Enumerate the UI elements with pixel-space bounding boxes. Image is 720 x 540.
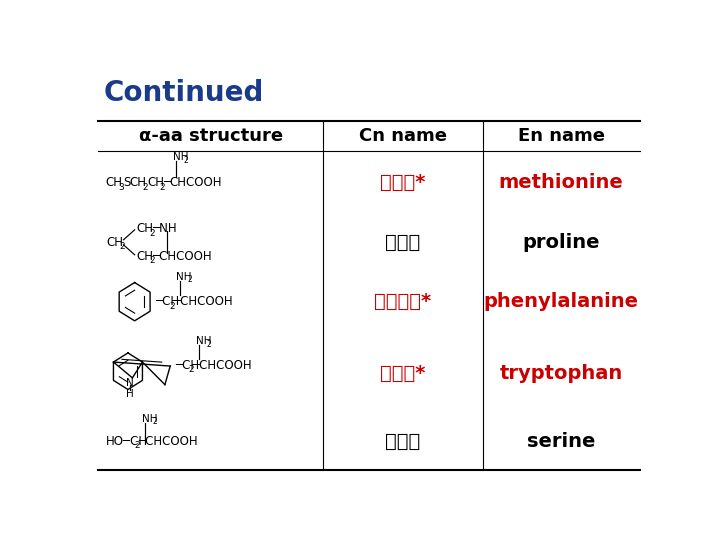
Text: 脲氨酸: 脲氨酸	[385, 233, 420, 252]
Text: CH: CH	[136, 249, 153, 262]
Text: S: S	[124, 177, 131, 190]
Text: CH: CH	[147, 177, 164, 190]
Text: HO─CH: HO─CH	[106, 435, 148, 448]
Text: CHCOOH: CHCOOH	[170, 177, 222, 190]
Text: 2: 2	[149, 228, 155, 238]
Text: CH: CH	[106, 177, 122, 190]
Text: Cn name: Cn name	[359, 127, 447, 145]
Text: 2: 2	[169, 302, 175, 310]
Text: 2: 2	[120, 242, 125, 251]
Text: 2: 2	[143, 183, 148, 192]
Text: 蛋氨酸*: 蛋氨酸*	[380, 173, 426, 192]
Text: ─CHCOOH: ─CHCOOH	[138, 435, 198, 448]
Text: H: H	[126, 389, 133, 399]
Text: NH: NH	[142, 414, 158, 423]
Text: ─: ─	[163, 177, 170, 190]
Text: ─CHCOOH: ─CHCOOH	[173, 295, 233, 308]
Text: 丝氨酸: 丝氨酸	[385, 432, 420, 451]
Text: methionine: methionine	[499, 173, 624, 192]
Text: CH: CH	[107, 236, 124, 249]
Text: 苯丙氨酸*: 苯丙氨酸*	[374, 292, 431, 311]
Text: 3: 3	[119, 183, 125, 192]
Text: tryptophan: tryptophan	[500, 364, 623, 383]
Text: En name: En name	[518, 127, 605, 145]
Text: serine: serine	[527, 432, 595, 451]
Text: 2: 2	[207, 340, 211, 349]
Text: ─CHCOOH: ─CHCOOH	[192, 359, 252, 372]
Text: 2: 2	[149, 256, 155, 265]
Text: NH: NH	[176, 272, 192, 282]
Text: ─NH: ─NH	[153, 222, 177, 235]
Text: Continued: Continued	[104, 79, 264, 107]
Text: phenylalanine: phenylalanine	[484, 292, 639, 311]
Text: 2: 2	[189, 365, 194, 374]
Text: NH: NH	[196, 336, 212, 346]
Text: CH: CH	[130, 177, 147, 190]
Text: proline: proline	[523, 233, 600, 252]
Text: 2: 2	[160, 183, 166, 192]
Text: ─CH: ─CH	[156, 295, 179, 308]
Text: 2: 2	[187, 275, 192, 285]
Text: CH: CH	[136, 222, 153, 235]
Text: ─CH: ─CH	[175, 359, 199, 372]
Text: NH: NH	[173, 152, 188, 162]
Text: 色氨酸*: 色氨酸*	[380, 364, 426, 383]
Text: α-aa structure: α-aa structure	[139, 127, 283, 145]
Text: 2: 2	[183, 156, 188, 165]
Text: 2: 2	[135, 441, 140, 450]
Text: ─CHCOOH: ─CHCOOH	[153, 249, 212, 262]
Text: N: N	[126, 378, 133, 388]
Text: 2: 2	[153, 417, 157, 426]
